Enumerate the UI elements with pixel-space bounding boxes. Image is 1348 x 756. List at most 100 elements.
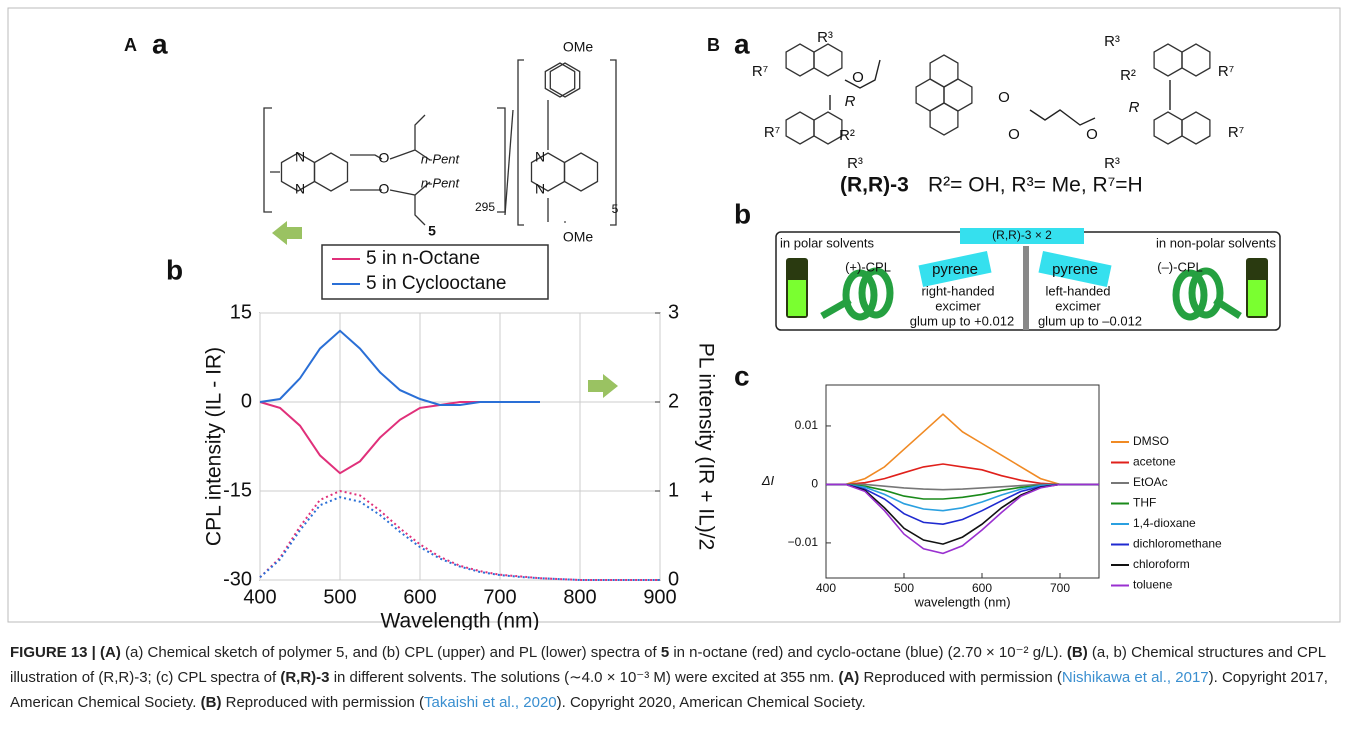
- ring: [549, 62, 581, 98]
- panel-label: a: [734, 28, 750, 59]
- illustration-label: pyrene: [932, 261, 978, 278]
- y-tick-label: 15: [230, 301, 252, 323]
- x-tick-label: 700: [1050, 581, 1070, 595]
- legend-label: 1,4-dioxane: [1133, 516, 1196, 530]
- atom-label: O: [1008, 126, 1020, 143]
- caption-text: in different solvents. The solutions (∼4…: [329, 669, 839, 686]
- panel-label: b: [166, 254, 183, 285]
- illustration-label: pyrene: [1052, 261, 1098, 278]
- x-tick-label: 400: [816, 581, 836, 595]
- atom-label: N: [535, 149, 545, 165]
- atom-label: R²: [1120, 67, 1136, 84]
- panel-label: A: [124, 35, 137, 55]
- caption-bold: FIGURE 13 | (A): [10, 644, 121, 661]
- ring: [544, 62, 576, 98]
- legend-frame: [321, 244, 549, 300]
- caption-text: Reproduced with permission (: [859, 669, 1062, 686]
- atom-label: R³: [1104, 33, 1120, 50]
- ring: [1181, 43, 1211, 77]
- atom-label: n-Pent: [421, 151, 461, 166]
- y-tick-label: -30: [223, 568, 252, 590]
- x-axis-title: wavelength (nm): [913, 595, 1010, 610]
- legend-label: toluene: [1133, 578, 1173, 592]
- legend-label: 5 in Cyclooctane: [366, 273, 506, 294]
- cpl-helix: [820, 267, 1242, 321]
- atom-label: 5: [612, 202, 619, 216]
- atom-label: R⁷: [752, 63, 768, 80]
- citation-link[interactable]: Nishikawa et al., 2017: [1061, 669, 1209, 686]
- illustration-label: in non-polar solvents: [1156, 235, 1276, 250]
- figure-frame: [7, 7, 1341, 623]
- illustration-label: (R,R)-3 × 2: [992, 228, 1052, 242]
- y2-tick-label: 2: [668, 390, 679, 412]
- ring: [813, 43, 843, 77]
- legend-label: EtOAc: [1133, 475, 1168, 489]
- caption-bold: (A): [838, 669, 860, 686]
- plot-frame: [259, 312, 661, 581]
- x-tick-label: 400: [243, 586, 276, 608]
- x-tick-label: 900: [643, 586, 676, 608]
- y-tick-label: -15: [223, 479, 252, 501]
- x-tick-label: 500: [323, 586, 356, 608]
- x-tick-label: 700: [483, 586, 516, 608]
- ring: [1181, 111, 1211, 145]
- panel-label: c: [734, 360, 750, 391]
- ring: [785, 43, 815, 77]
- plot-frame: [825, 384, 1100, 579]
- legend-label: dichloromethane: [1133, 537, 1222, 551]
- y-tick-label: 0: [811, 477, 818, 491]
- atom-label: N: [295, 149, 305, 165]
- legend-label: acetone: [1133, 455, 1176, 469]
- panel-label: a: [152, 28, 168, 59]
- y2-tick-label: 0: [668, 568, 679, 590]
- axis-arrow: [272, 221, 302, 245]
- ring: [929, 54, 959, 88]
- rings: [280, 43, 1211, 223]
- atom-label: N: [295, 181, 305, 197]
- atom-label: R: [845, 93, 856, 110]
- illustration-label: right-handed: [922, 283, 995, 298]
- structure-b-sketch: [829, 59, 1171, 126]
- atom-label: n-Pent: [421, 175, 461, 190]
- illustration-label: left-handed: [1045, 283, 1110, 298]
- atom-label: R⁷: [1218, 63, 1234, 80]
- divider: [1023, 246, 1029, 330]
- ring: [785, 111, 815, 145]
- caption-text: (a, b) Chemical structures and CPL illus…: [10, 644, 1326, 686]
- atom-label: R³: [817, 29, 833, 46]
- figure: A a b B a b c NNOOn-Pentn-Pent2955OMeNNO…: [7, 7, 1341, 630]
- atom-label: 295: [475, 200, 495, 214]
- y-tick-label: 0: [241, 390, 252, 412]
- y2-axis-title: PL intensity (IR + IL)/2: [694, 343, 717, 551]
- legend-label: DMSO: [1133, 434, 1169, 448]
- atom-label: R⁷: [764, 124, 780, 141]
- citation-link[interactable]: Takaishi et al., 2020: [424, 694, 557, 711]
- series-line: [826, 483, 1099, 555]
- caption-bold: (B): [200, 694, 222, 711]
- atom-label: O: [998, 89, 1010, 106]
- axis-arrow: [588, 374, 618, 398]
- atom-label: R³: [1104, 155, 1120, 172]
- series-line: [259, 401, 540, 475]
- atom-label: O: [1086, 126, 1098, 143]
- y-tick-label: −0.01: [788, 535, 819, 549]
- ring: [1153, 43, 1183, 77]
- y-axis-title: ΔI: [761, 473, 775, 488]
- caption-text: in n-octane (red) and cyclo-octane (blue…: [669, 644, 1067, 661]
- atom-label: N: [535, 181, 545, 197]
- series-line: [826, 413, 1099, 486]
- x-tick-label: 800: [563, 586, 596, 608]
- series-line: [259, 489, 660, 581]
- illustration-label: in polar solvents: [780, 235, 874, 250]
- vial-glow: [1248, 280, 1266, 316]
- illustration-label: glum up to –0.012: [1038, 313, 1142, 328]
- x-axis-title: Wavelength (nm): [380, 610, 539, 630]
- atom-label: R⁷: [1228, 124, 1244, 141]
- panel-label: b: [734, 198, 751, 229]
- y-tick-label: 0.01: [795, 418, 819, 432]
- illustration-label: (–)-CPL: [1157, 259, 1203, 274]
- y2-tick-label: 1: [668, 479, 679, 501]
- caption-text: ). Copyright 2020, American Chemical Soc…: [556, 694, 866, 711]
- caption-bold: (R,R)-3: [280, 669, 330, 686]
